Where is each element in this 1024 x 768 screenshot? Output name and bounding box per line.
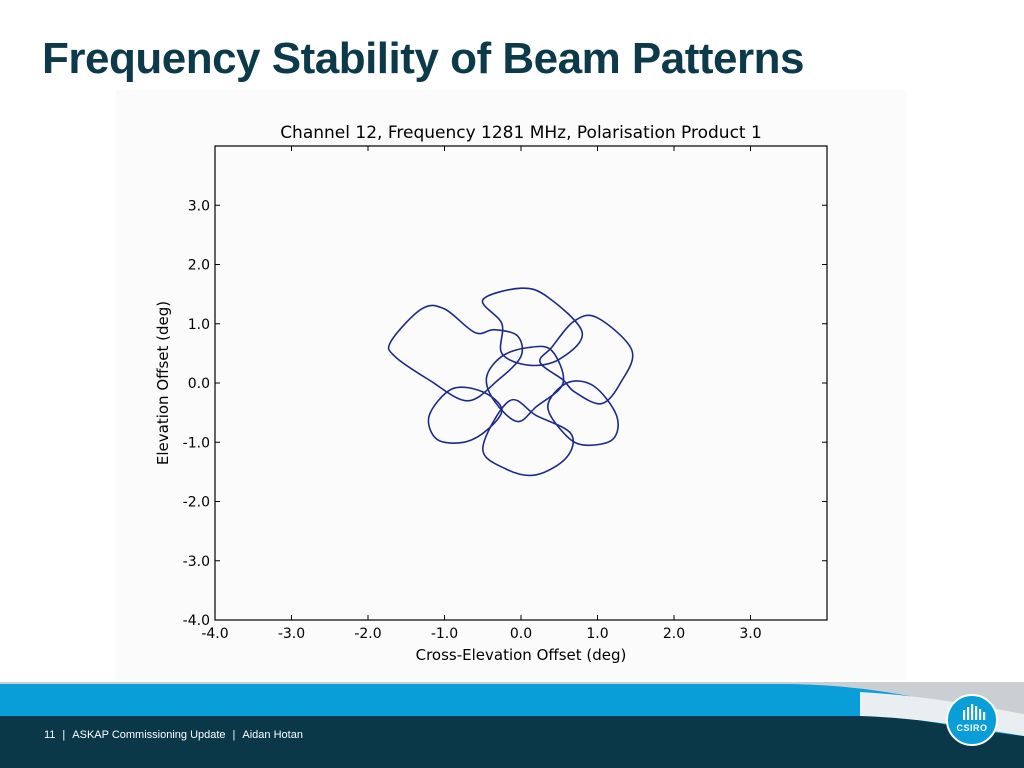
- chart-canvas: -4.0 -3.0 -2.0 -1.0 0.0 1.0 2.0 3.0 -4.0 -3.0 -2.0…: [116, 90, 906, 680]
- x-tick-label: -3.0: [278, 626, 305, 642]
- beam-contour-7: [481, 398, 575, 477]
- y-tick-label: -3.0: [183, 554, 210, 570]
- y-tick-label: 0.0: [188, 376, 210, 392]
- slide-title: Frequency Stability of Beam Patterns: [42, 34, 805, 83]
- csiro-logo: CSIRO: [946, 694, 998, 746]
- y-tick-label: -4.0: [183, 613, 210, 629]
- x-axis-label: Cross-Elevation Offset (deg): [416, 646, 627, 664]
- y-tick-label: -1.0: [183, 435, 210, 451]
- footer-text: 11 | ASKAP Commissioning Update | Aidan Hota…: [44, 729, 303, 741]
- beam-pattern-chart: -4.0 -3.0 -2.0 -1.0 0.0 1.0 2.0 3.0 -4.0 -3.0 -2.0…: [116, 90, 906, 680]
- y-tick-label: -2.0: [183, 495, 210, 511]
- beam-contour-3: [539, 314, 634, 405]
- y-axis-label: Elevation Offset (deg): [154, 301, 172, 465]
- x-tick-label: 1.0: [586, 626, 608, 642]
- footer-band: [0, 682, 1024, 768]
- x-tick-label: -4.0: [201, 626, 228, 642]
- y-tick-label: 1.0: [188, 317, 210, 333]
- chart-title: Channel 12, Frequency 1281 MHz, Polarisa…: [280, 123, 762, 143]
- x-tick-label: 3.0: [739, 626, 761, 642]
- x-tick-label: 2.0: [663, 626, 685, 642]
- beam-contour-6: [547, 380, 619, 447]
- figure-background: [116, 90, 906, 680]
- plot-frame: [214, 145, 828, 621]
- y-tick-label: 2.0: [188, 258, 210, 274]
- beam-contour-2: [481, 287, 584, 367]
- y-tick-label: 3.0: [188, 198, 210, 214]
- author-name: Aidan Hotan: [242, 729, 303, 741]
- x-tick-label: 0.0: [510, 626, 532, 642]
- page-number: 11: [44, 729, 56, 741]
- beam-contour-1: [387, 304, 524, 402]
- beam-contour-5: [485, 345, 565, 423]
- x-tick-label: -2.0: [354, 626, 381, 642]
- x-tick-label: -1.0: [431, 626, 458, 642]
- presentation-name: ASKAP Commissioning Update: [72, 729, 226, 741]
- csiro-logo-text: CSIRO: [956, 723, 988, 733]
- csiro-logo-icon: [963, 704, 986, 720]
- beam-contour-4: [427, 386, 503, 444]
